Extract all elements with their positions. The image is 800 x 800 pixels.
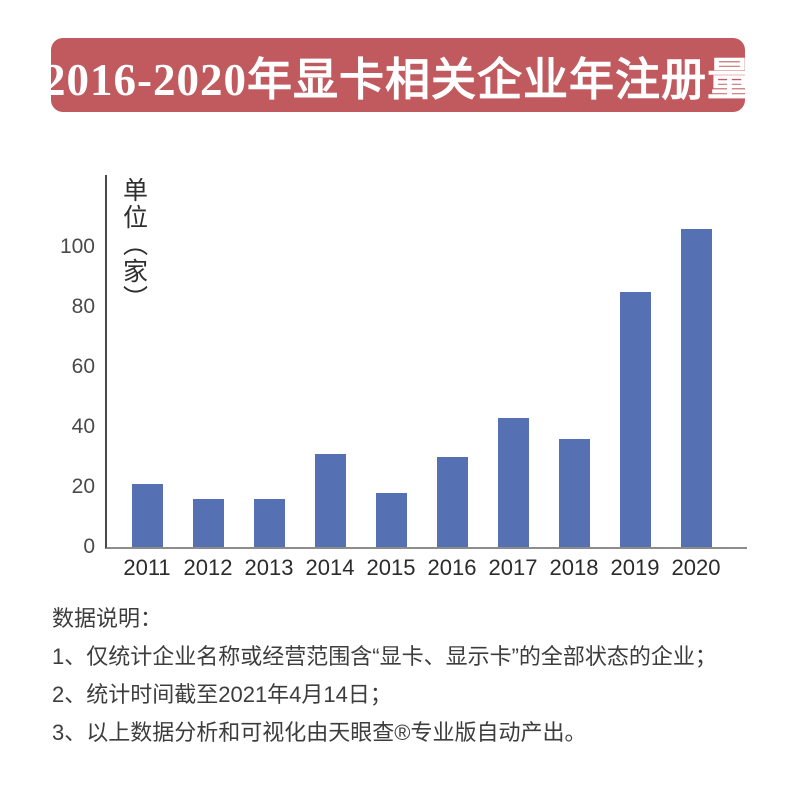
bar-2019 bbox=[619, 292, 651, 547]
note-line-3: 3、以上数据分析和可视化由天眼查®专业版自动产出。 bbox=[52, 720, 587, 745]
x-axis-tick-label-2013: 2013 bbox=[244, 555, 294, 580]
y-axis-tick-label-100: 100 bbox=[59, 235, 95, 258]
bar-chart-plot-area: 单位（家） 0 20 40 60 80 100 2011 2012 2013 2014 2015 20… bbox=[60, 175, 747, 580]
y-axis-tick-label-40: 40 bbox=[71, 415, 95, 438]
x-axis-tick-label-2016: 2016 bbox=[427, 555, 477, 580]
bar-2012 bbox=[192, 499, 224, 547]
x-axis-tick-label-2014: 2014 bbox=[305, 555, 355, 580]
y-axis-tick-label-60: 60 bbox=[71, 355, 95, 378]
note-line-2: 2、统计时间截至2021年4月14日； bbox=[52, 682, 392, 707]
x-axis-tick-label-2012: 2012 bbox=[183, 555, 233, 580]
bar-2011 bbox=[131, 484, 163, 547]
bar-2016 bbox=[436, 457, 468, 547]
y-axis-tick-label-0: 0 bbox=[83, 535, 95, 558]
title-banner: 2016-2020年显卡相关企业年注册量 bbox=[43, 38, 752, 112]
y-axis-tick-label-20: 20 bbox=[71, 475, 95, 498]
bar-2020 bbox=[680, 229, 712, 547]
bar-2018 bbox=[558, 439, 590, 547]
bar-2017 bbox=[497, 418, 529, 547]
x-axis-tick-label-2011: 2011 bbox=[123, 555, 171, 580]
x-axis-tick-label-2015: 2015 bbox=[366, 555, 416, 580]
data-notes: 数据说明： 1、仅统计企业名称或经营范围含“显卡、显示卡”的全部状态的企业； 2… bbox=[52, 600, 762, 752]
notes-heading: 数据说明： bbox=[52, 606, 163, 631]
note-line-1: 1、仅统计企业名称或经营范围含“显卡、显示卡”的全部状态的企业； bbox=[52, 644, 717, 669]
bar-2015 bbox=[375, 493, 407, 547]
bar-2014 bbox=[314, 454, 346, 547]
bar-2013 bbox=[253, 499, 285, 547]
y-axis-unit-label: 单位（家） bbox=[119, 177, 148, 312]
x-axis-tick-label-2019: 2019 bbox=[610, 555, 660, 580]
y-axis-tick-label-80: 80 bbox=[71, 295, 95, 318]
page-title: 2016-2020年显卡相关企业年注册量 bbox=[43, 54, 753, 105]
x-axis-tick-label-2017: 2017 bbox=[488, 555, 538, 580]
x-axis-tick-label-2020: 2020 bbox=[671, 555, 721, 580]
x-axis-tick-label-2018: 2018 bbox=[549, 555, 599, 580]
